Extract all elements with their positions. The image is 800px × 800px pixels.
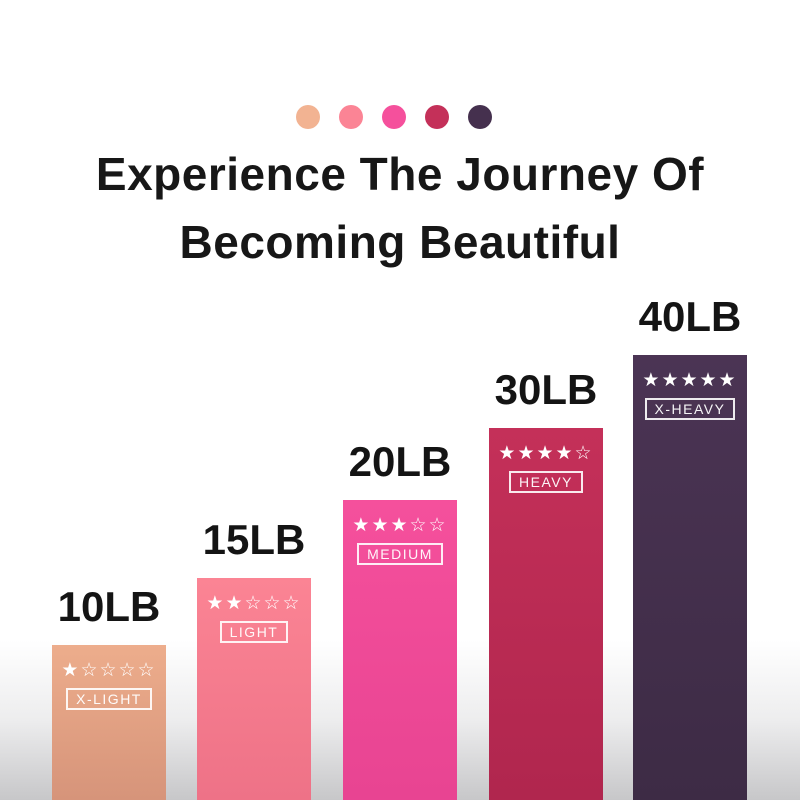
palette-dot-medium <box>382 105 406 129</box>
bar-group-40lb: 40LB ★★★★★ X-HEAVY <box>633 293 747 800</box>
palette-dot-x-light <box>296 105 320 129</box>
star-rating-icons: ★☆☆☆☆ <box>61 659 157 681</box>
star-rating-icons: ★★★★☆ <box>498 442 594 464</box>
level-badge: X-HEAVY <box>644 398 736 420</box>
bar-10lb: ★☆☆☆☆ X-LIGHT <box>52 645 166 800</box>
bar-group-15lb: 15LB ★★☆☆☆ LIGHT <box>197 516 311 800</box>
bar-group-20lb: 20LB ★★★☆☆ MEDIUM <box>343 438 457 800</box>
level-badge: LIGHT <box>219 621 289 643</box>
page-title-line-2: Becoming Beautiful <box>179 216 621 268</box>
bar-value-label: 10LB <box>57 583 161 630</box>
bar-15lb: ★★☆☆☆ LIGHT <box>197 578 311 800</box>
star-rating-icons: ★★★★★ <box>642 369 738 391</box>
level-badge: X-LIGHT <box>66 688 152 710</box>
bar-40lb: ★★★★★ X-HEAVY <box>633 355 747 800</box>
bar-value-label: 40LB <box>638 293 742 340</box>
bar-value-label: 30LB <box>494 366 598 413</box>
star-rating-icons: ★★★☆☆ <box>352 514 448 536</box>
level-badge: MEDIUM <box>357 543 443 565</box>
bar-group-30lb: 30LB ★★★★☆ HEAVY <box>489 366 603 800</box>
page-title-line-1: Experience The Journey Of <box>95 148 705 200</box>
bar-value-label: 20LB <box>348 438 452 485</box>
palette-dots <box>0 105 788 129</box>
bar-20lb: ★★★☆☆ MEDIUM <box>343 500 457 800</box>
palette-dot-x-heavy <box>468 105 492 129</box>
star-rating-icons: ★★☆☆☆ <box>206 592 302 614</box>
page-title: Experience The Journey Of Becoming Beaut… <box>0 140 800 276</box>
bar-group-10lb: 10LB ★☆☆☆☆ X-LIGHT <box>52 583 166 800</box>
level-badge: HEAVY <box>509 471 583 493</box>
bar-value-label: 15LB <box>202 516 306 563</box>
bar-30lb: ★★★★☆ HEAVY <box>489 428 603 800</box>
palette-dot-heavy <box>425 105 449 129</box>
palette-dot-light <box>339 105 363 129</box>
